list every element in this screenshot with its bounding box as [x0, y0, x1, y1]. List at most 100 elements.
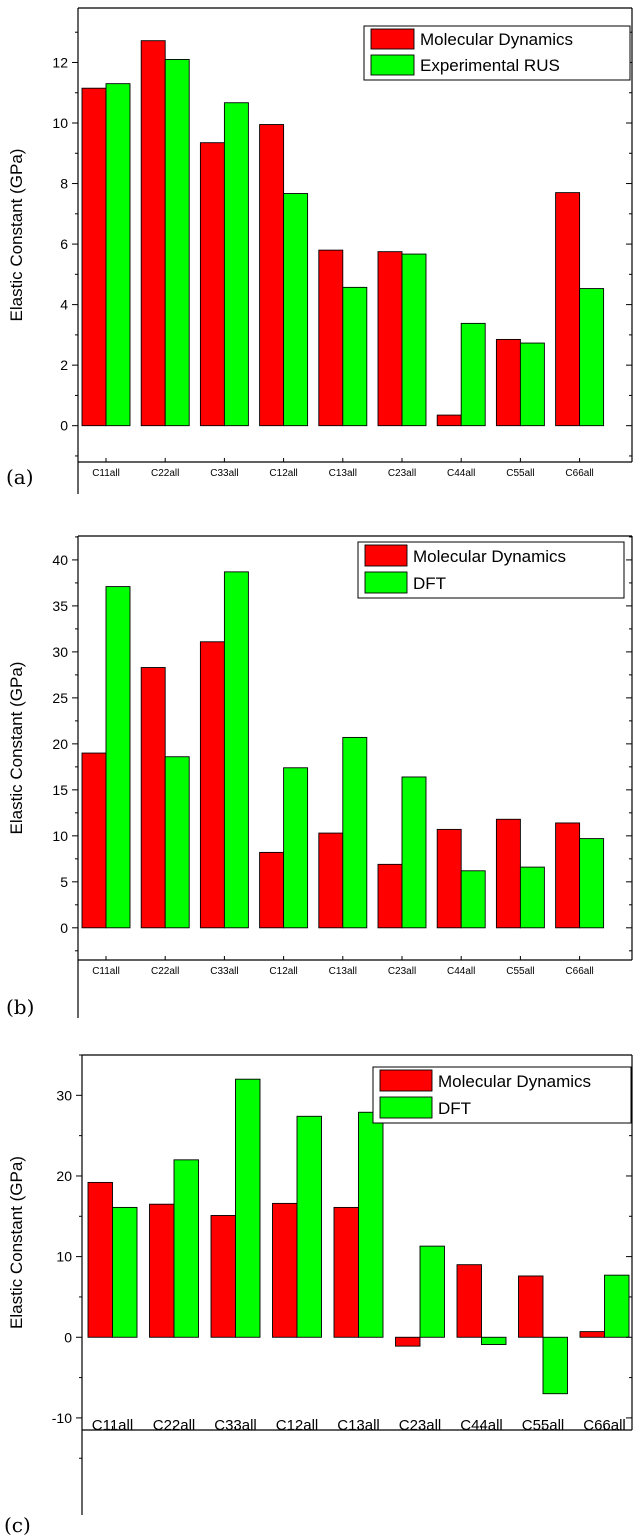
y-tick-label: 25 [52, 690, 68, 706]
bar-C66all-series-2 [604, 1274, 630, 1338]
bar-C11all-series-2 [105, 83, 131, 427]
bar-C12all-series-2 [283, 767, 309, 929]
legend-swatch-1 [379, 1069, 433, 1092]
bar-C44all-series-2 [460, 322, 486, 427]
bar-C23all-series-1 [395, 1336, 421, 1347]
legend-swatch-2 [379, 1096, 433, 1119]
legend-label-1: Molecular Dynamics [438, 1072, 591, 1091]
x-tick-label-C13all: C13all [329, 468, 357, 479]
bar-C22all-series-2 [164, 59, 190, 427]
x-tick-label-C66all: C66all [565, 468, 593, 479]
y-tick-label: 10 [52, 828, 68, 844]
bar-C23all-series-2 [401, 253, 427, 427]
bar-C55all-series-1 [495, 818, 521, 929]
bar-C66all-series-2 [579, 838, 605, 929]
x-tick-label-C22all: C22all [151, 468, 179, 479]
x-tick-label-C11all: C11all [92, 468, 120, 479]
bar-C11all-series-2 [105, 586, 131, 929]
bar-C33all-series-2 [235, 1078, 261, 1338]
bar-C22all-series-1 [140, 667, 166, 929]
x-tick-label-C13all: C13all [337, 1417, 380, 1434]
bar-C33all-series-1 [199, 641, 225, 929]
x-tick-label-C23all: C23all [388, 468, 416, 479]
bar-C66all-series-2 [579, 288, 605, 427]
y-tick-label: 10 [56, 1249, 72, 1265]
legend-label-2: DFT [438, 1099, 471, 1118]
y-tick-label: 0 [64, 1329, 72, 1345]
bar-C66all-series-1 [555, 822, 581, 929]
bar-C13all-series-2 [342, 736, 368, 929]
bar-C11all-series-1 [87, 1181, 113, 1338]
x-tick-label-C33all: C33all [210, 468, 238, 479]
x-tick-label-C23all: C23all [399, 1417, 442, 1434]
chart-panel-3: -10 0 10 20 30 C11all C22all C33all C12all C13all… [4, 1054, 633, 1535]
bar-C23all-series-2 [401, 776, 427, 929]
y-tick-label: 12 [52, 54, 68, 70]
y-tick-label: 8 [60, 176, 68, 192]
y-axis-title: Elastic Constant (GPa) [7, 149, 26, 322]
legend-swatch-1 [364, 544, 408, 567]
bar-C11all-series-2 [112, 1206, 138, 1338]
bar-C11all-series-1 [81, 752, 107, 929]
bar-C55all-series-2 [519, 866, 545, 929]
bar-C55all-series-1 [518, 1275, 544, 1338]
bar-C55all-series-1 [495, 338, 521, 427]
y-tick-label: 30 [52, 644, 68, 660]
x-tick-label-C44all: C44all [447, 468, 475, 479]
x-tick-label-C66all: C66all [583, 1417, 626, 1434]
legend-label-2: DFT [413, 574, 446, 593]
legend-label-2: Experimental RUS [420, 56, 560, 75]
x-tick-label-C11all: C11all [92, 966, 120, 977]
legend: Molecular Dynamics DFT [357, 541, 625, 599]
bar-C23all-series-1 [377, 863, 403, 929]
x-tick-label-C13all: C13all [329, 966, 357, 977]
bar-C13all-series-1 [318, 249, 344, 427]
bar-C23all-series-2 [419, 1245, 445, 1338]
y-tick-label: 35 [52, 598, 68, 614]
legend: Molecular Dynamics DFT [372, 1066, 632, 1124]
bar-C66all-series-1 [555, 192, 581, 427]
x-tick-label-C22all: C22all [151, 966, 179, 977]
bar-C44all-series-1 [436, 828, 462, 929]
y-tick-label: 20 [56, 1168, 72, 1184]
x-tick-label-C12all: C12all [269, 966, 297, 977]
chart-panel-1: 0 2 4 6 8 10 12 C11all C22all C33all C12all C13all C… [6, 7, 633, 494]
bar-C44all-series-1 [436, 414, 462, 427]
bar-C13all-series-2 [358, 1111, 384, 1338]
legend-swatch-2 [364, 571, 408, 594]
bar-C12all-series-1 [259, 851, 285, 929]
x-tick-label-C12all: C12all [269, 468, 297, 479]
y-tick-label: 20 [52, 736, 68, 752]
y-tick-label: 5 [60, 874, 68, 890]
x-tick-label-C55all: C55all [522, 1417, 565, 1434]
panel-label: (b) [6, 995, 34, 1019]
y-tick-label: 2 [60, 357, 68, 373]
bar-C22all-series-2 [173, 1159, 199, 1338]
bar-C55all-series-2 [519, 342, 545, 427]
bar-C12all-series-2 [283, 193, 309, 427]
y-tick-label: 30 [56, 1087, 72, 1103]
bar-C44all-series-2 [481, 1336, 507, 1345]
bar-C44all-series-1 [456, 1264, 482, 1338]
bar-C22all-series-2 [164, 756, 190, 929]
y-tick-label: 40 [52, 552, 68, 568]
x-tick-label-C23all: C23all [388, 966, 416, 977]
chart-panel-2: 0 5 10 15 20 25 30 35 40 C11all C22all C33all C12all… [6, 535, 633, 1019]
x-tick-label-C33all: C33all [210, 966, 238, 977]
x-tick-label-C22all: C22all [153, 1417, 196, 1434]
bar-C12all-series-2 [296, 1115, 322, 1338]
legend-label-1: Molecular Dynamics [420, 30, 573, 49]
x-tick-label-C11all: C11all [92, 1417, 133, 1434]
bar-C33all-series-2 [223, 571, 249, 929]
bar-C55all-series-2 [542, 1336, 568, 1395]
x-tick-label-C66all: C66all [565, 966, 593, 977]
x-tick-label-C44all: C44all [447, 966, 475, 977]
bar-C66all-series-1 [579, 1331, 605, 1338]
bar-C11all-series-1 [81, 87, 107, 427]
bar-C23all-series-1 [377, 251, 403, 427]
y-axis-title: Elastic Constant (GPa) [7, 1156, 26, 1329]
y-tick-label: 0 [60, 920, 68, 936]
bar-C12all-series-1 [272, 1202, 298, 1338]
panel-label: (a) [6, 465, 34, 489]
